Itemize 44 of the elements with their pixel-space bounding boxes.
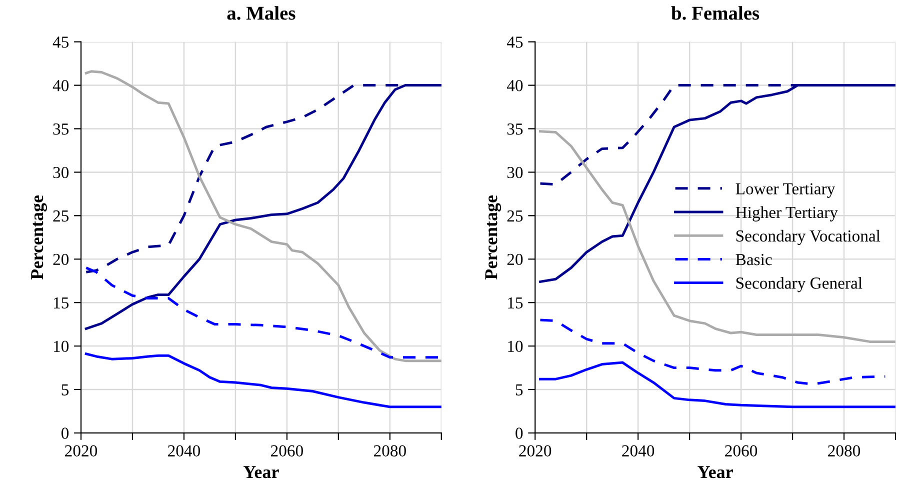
legend-label: Secondary Vocational: [736, 230, 880, 246]
y-tick-label: 40: [52, 80, 69, 92]
y-axis-title: Percentage: [485, 195, 502, 280]
y-tick-label: 15: [508, 297, 523, 309]
y-tick-label: 0: [516, 428, 523, 439]
x-tick-label: 2020: [519, 445, 552, 456]
x-tick-label: 2040: [622, 445, 654, 456]
y-tick-label: 25: [53, 210, 69, 222]
y-tick-label: 45: [52, 36, 69, 48]
line-series: [539, 318, 886, 386]
legend-label: Basic: [736, 254, 772, 266]
y-tick-label: 25: [507, 210, 523, 222]
y-tick-label: 45: [506, 36, 523, 48]
x-tick-label: 2080: [828, 445, 860, 456]
x-tick-label: 2060: [271, 445, 303, 456]
line-series: [539, 361, 896, 408]
y-tick-label: 20: [53, 254, 69, 266]
x-tick-label: 2040: [168, 445, 200, 456]
legend-label: Higher Tertiary: [736, 206, 838, 222]
y-tick-label: 20: [507, 254, 523, 266]
chart-title: a. Males: [227, 6, 296, 20]
x-tick-label: 2080: [374, 445, 406, 456]
y-tick-label: 40: [506, 80, 523, 92]
y-tick-label: 30: [53, 166, 69, 178]
x-tick-label: 2020: [65, 445, 98, 456]
y-axis-title: Percentage: [31, 195, 47, 280]
line-series: [84, 352, 442, 408]
y-tick-label: 10: [54, 340, 69, 352]
chart-title: b. Females: [671, 6, 760, 20]
x-axis-title: Year: [698, 466, 733, 478]
line-series: [539, 130, 896, 343]
x-axis-title: Year: [243, 466, 279, 478]
y-tick-label: 35: [53, 123, 69, 135]
y-tick-label: 5: [516, 384, 523, 396]
y-tick-label: 30: [507, 166, 523, 178]
legend-label: Secondary General: [736, 277, 862, 292]
y-tick-label: 0: [61, 428, 69, 439]
x-tick-label: 2060: [725, 445, 758, 456]
line-series: [84, 70, 442, 362]
legend-label: Lower Tertiary: [736, 183, 836, 198]
y-tick-label: 35: [507, 123, 523, 135]
y-tick-label: 5: [62, 384, 69, 396]
y-tick-label: 15: [54, 297, 69, 309]
y-tick-label: 10: [508, 340, 523, 352]
